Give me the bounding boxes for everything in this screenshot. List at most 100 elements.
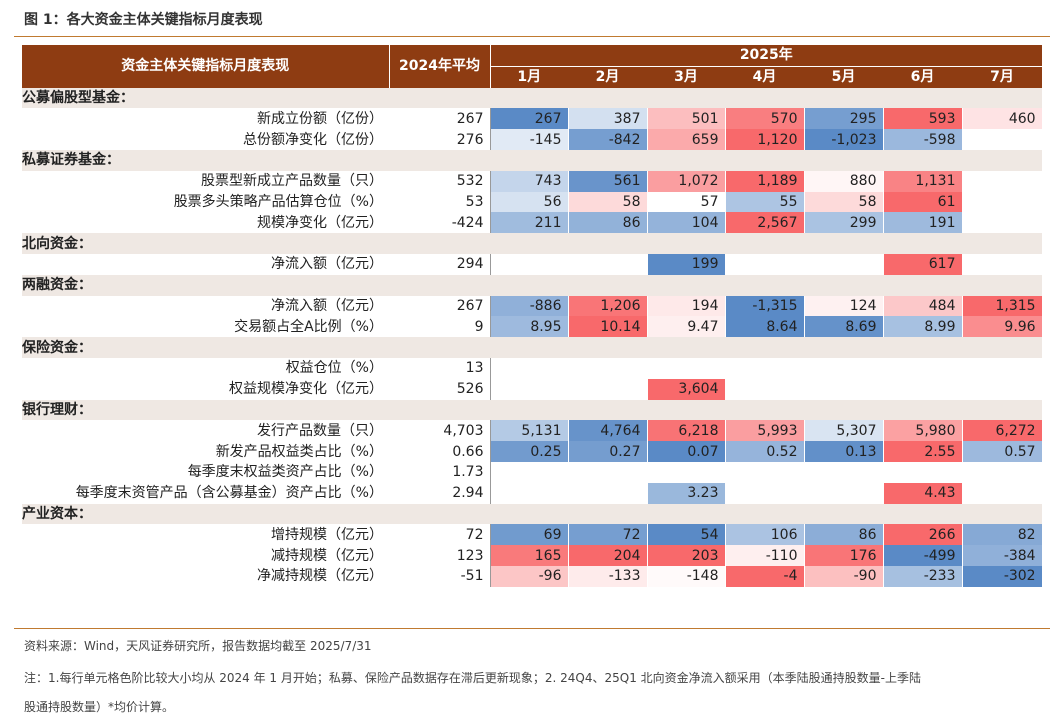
value-cell: 124 <box>804 295 884 317</box>
value-cell: 9.47 <box>647 316 726 338</box>
value-cell <box>725 378 805 400</box>
value-cell <box>962 170 1043 192</box>
value-cell: 8.99 <box>883 316 963 338</box>
value-cell: 194 <box>647 295 726 317</box>
value-cell: 0.52 <box>725 441 805 462</box>
section-title: 产业资本： <box>22 503 389 525</box>
value-cell <box>962 482 1043 504</box>
value-cell <box>962 129 1043 150</box>
row-2024-average: 276 <box>389 129 491 150</box>
value-cell: -145 <box>490 129 569 150</box>
row-label: 增持规模（亿元） <box>271 526 383 543</box>
row-2024-average: 123 <box>389 545 491 566</box>
row-2024-average: 13 <box>389 357 491 379</box>
value-cell: 54 <box>647 524 726 546</box>
table-row: 总份额净变化（亿份） 276 -145 -842 659 1,120 -1,023 -598 <box>22 129 1043 150</box>
row-label: 股票型新成立产品数量（只） <box>201 173 383 190</box>
row-label: 净流入额（亿元） <box>271 256 383 273</box>
value-cell: 299 <box>804 212 884 234</box>
figure-title: 图 1：各大资金主体关键指标月度表现 <box>24 12 263 28</box>
table-row: 发行产品数量（只） 4,703 5,131 4,764 6,218 5,993 5,307 5… <box>22 420 1043 442</box>
row-2024-average: 9 <box>389 316 491 338</box>
value-cell: 4.43 <box>883 482 963 504</box>
value-cell: 593 <box>883 108 963 130</box>
value-cell: 3,604 <box>647 378 726 400</box>
value-cell: 460 <box>962 108 1043 130</box>
table-row: 增持规模（亿元） 72 69 72 54 106 86 266 82 <box>22 524 1043 546</box>
row-2024-average: 294 <box>389 253 491 275</box>
row-label: 股票多头策略产品估算仓位（%） <box>173 193 383 210</box>
value-cell: 1,206 <box>568 295 648 317</box>
value-cell: 4,764 <box>568 420 648 442</box>
table-header: 资金主体关键指标月度表现 2024年平均 2025年 1月 2月 3月 4月 5月 6月 7… <box>22 45 1043 88</box>
value-cell: 0.27 <box>568 441 648 462</box>
value-cell: 61 <box>883 191 963 213</box>
row-2024-average: 267 <box>389 108 491 130</box>
value-cell: 561 <box>568 170 648 192</box>
source-note: 资料来源：Wind，天风证券研究所，报告数据均截至 2025/7/31 <box>24 639 372 653</box>
value-cell: 1,131 <box>883 170 963 192</box>
row-2024-average: 53 <box>389 191 491 213</box>
value-cell: -842 <box>568 129 648 150</box>
value-cell <box>883 461 963 483</box>
row-2024-average: 72 <box>389 524 491 546</box>
section-title: 私募证券基金： <box>22 149 389 171</box>
table-row: 权益规模净变化（亿元） 526 3,604 <box>22 378 1043 400</box>
value-cell: 86 <box>804 524 884 546</box>
row-label: 总份额净变化（亿份） <box>243 131 383 148</box>
value-cell <box>962 357 1043 379</box>
section-fill <box>389 87 1043 109</box>
value-cell <box>725 357 805 379</box>
value-cell <box>490 357 569 379</box>
section-title: 银行理财： <box>22 399 389 421</box>
header-month: 5月 <box>804 66 883 88</box>
value-cell: 1,189 <box>725 170 805 192</box>
row-2024-average: 526 <box>389 378 491 400</box>
value-cell: 617 <box>883 253 963 275</box>
row-label: 每季度末权益类资产占比（%） <box>187 464 383 481</box>
value-cell: 8.95 <box>490 316 569 338</box>
section-title: 保险资金： <box>22 337 389 358</box>
section-row: 银行理财： <box>22 399 1043 421</box>
value-cell: 8.69 <box>804 316 884 338</box>
value-cell: 295 <box>804 108 884 130</box>
value-cell: 56 <box>490 191 569 213</box>
table-row: 净流入额（亿元） 267 -886 1,206 194 -1,315 124 484 1,315 <box>22 295 1043 317</box>
value-cell: -90 <box>804 565 884 587</box>
value-cell: 82 <box>962 524 1043 546</box>
value-cell <box>883 378 963 400</box>
table-row: 新成立份额（亿份） 267 267 387 501 570 295 593 460 <box>22 108 1043 130</box>
value-cell: -1,315 <box>725 295 805 317</box>
row-label: 净减持规模（亿元） <box>257 568 383 585</box>
value-cell <box>568 482 648 504</box>
row-2024-average: 2.94 <box>389 482 491 504</box>
header-2024-average: 2024年平均 <box>389 45 491 88</box>
section-fill <box>389 274 1043 296</box>
monthly-indicator-table: 资金主体关键指标月度表现 2024年平均 2025年 1月 2月 3月 4月 5月 6月 7… <box>22 45 1043 587</box>
value-cell: 6,218 <box>647 420 726 442</box>
value-cell <box>490 461 569 483</box>
value-cell: -110 <box>725 545 805 566</box>
value-cell: 57 <box>647 191 726 213</box>
value-cell: 55 <box>725 191 805 213</box>
section-row: 私募证券基金： <box>22 149 1043 171</box>
row-2024-average: 4,703 <box>389 420 491 442</box>
value-cell <box>725 482 805 504</box>
value-cell: 191 <box>883 212 963 234</box>
value-cell: 58 <box>568 191 648 213</box>
value-cell: 880 <box>804 170 884 192</box>
table-row: 交易额占全A比例（%） 9 8.95 10.14 9.47 8.64 8.69 8.99 9.9… <box>22 316 1043 338</box>
row-2024-average: -51 <box>389 565 491 587</box>
value-cell <box>568 253 648 275</box>
row-label: 发行产品数量（只） <box>257 422 383 439</box>
table-row: 净减持规模（亿元） -51 -96 -133 -148 -4 -90 -233 -302 <box>22 565 1043 587</box>
section-title: 两融资金： <box>22 274 389 296</box>
value-cell: 5,307 <box>804 420 884 442</box>
value-cell: 211 <box>490 212 569 234</box>
value-cell: 743 <box>490 170 569 192</box>
value-cell: -886 <box>490 295 569 317</box>
row-2024-average: 267 <box>389 295 491 317</box>
header-indicator-name: 资金主体关键指标月度表现 <box>22 45 390 88</box>
value-cell: -384 <box>962 545 1043 566</box>
value-cell: 0.07 <box>647 441 726 462</box>
